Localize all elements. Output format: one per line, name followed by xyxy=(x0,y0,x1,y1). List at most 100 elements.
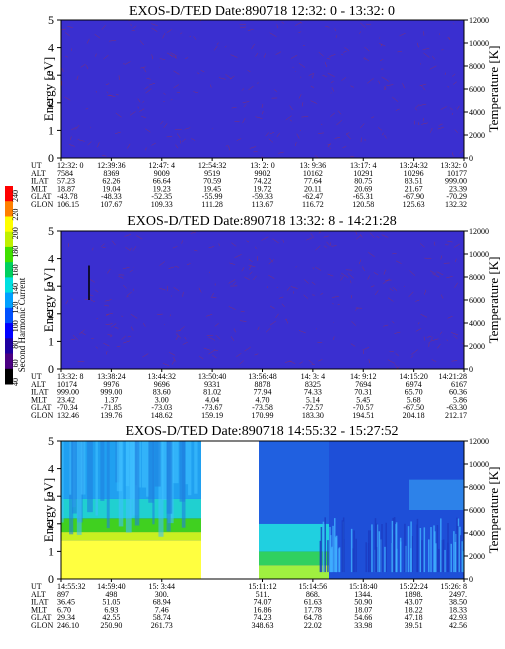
heatmap-streak xyxy=(188,441,192,496)
heatmap-noise xyxy=(105,314,109,316)
table-cell: 204.18 xyxy=(403,411,425,420)
heatmap-noise xyxy=(330,242,332,247)
heatmap-streak xyxy=(95,441,98,516)
heatmap-noise xyxy=(345,132,350,135)
colorbar-swatch xyxy=(5,338,13,354)
heatmap-noise xyxy=(329,54,336,57)
heatmap-noise xyxy=(171,359,175,365)
heatmap-noise xyxy=(170,55,177,58)
heatmap-noise xyxy=(275,51,282,55)
heatmap-noise xyxy=(299,361,303,365)
heatmap-streak xyxy=(332,525,334,573)
heatmap-noise xyxy=(124,233,132,237)
heatmap-noise xyxy=(103,54,109,60)
y2-tick-label: 6000 xyxy=(469,506,485,515)
table-row-label: GLAT xyxy=(31,613,52,622)
heatmap-streak xyxy=(330,548,333,573)
table-cell: 5.86 xyxy=(453,395,467,404)
heatmap-noise xyxy=(381,234,389,238)
table-cell: 70.31 xyxy=(354,388,372,397)
table-cell: -55.99 xyxy=(202,192,223,201)
heatmap-noise xyxy=(367,275,371,280)
heatmap-noise xyxy=(249,271,253,275)
colorbar-swatch xyxy=(5,368,13,385)
heatmap-noise xyxy=(84,298,92,301)
heatmap-noise xyxy=(327,145,330,148)
table-cell: 13:32: 0 xyxy=(441,161,467,170)
heatmap-noise xyxy=(210,84,212,88)
heatmap-noise xyxy=(109,39,117,42)
heatmap-streak xyxy=(106,441,110,529)
table-cell: 60.36 xyxy=(449,388,467,397)
table-cell: 39.51 xyxy=(405,621,423,630)
heatmap-noise xyxy=(105,313,113,315)
heatmap-noise xyxy=(132,246,137,251)
heatmap-noise xyxy=(290,286,298,289)
heatmap-noise xyxy=(80,63,86,68)
heatmap-noise xyxy=(106,91,109,94)
heatmap-noise xyxy=(440,106,447,110)
table-cell: 14:21:28 xyxy=(439,372,467,381)
heatmap-noise xyxy=(369,232,375,238)
table-cell: 1344. xyxy=(354,590,372,599)
colorbar-swatch xyxy=(5,292,13,309)
table-cell: 159.19 xyxy=(201,411,223,420)
colorbar-tick-label: 220 xyxy=(11,209,20,221)
table-cell: 18.33 xyxy=(449,605,467,614)
heatmap-noise xyxy=(382,132,384,136)
heatmap-noise xyxy=(130,247,132,251)
table-cell: 42.93 xyxy=(449,613,467,622)
heatmap-streak xyxy=(462,551,464,573)
table-cell: 19.45 xyxy=(203,184,221,193)
table-cell: 20.69 xyxy=(354,184,372,193)
heatmap-noise xyxy=(145,147,147,151)
heatmap-noise xyxy=(186,263,191,266)
heatmap-streak xyxy=(433,525,435,573)
heatmap-noise xyxy=(169,352,176,356)
heatmap-noise xyxy=(97,142,100,148)
table-cell: 12:32: 0 xyxy=(57,161,83,170)
colorbar-tick-label: 200 xyxy=(11,227,20,239)
table-cell: 80.75 xyxy=(354,177,372,186)
heatmap-noise xyxy=(446,339,448,341)
heatmap-noise xyxy=(127,336,131,338)
panel-1-title: EXOS-D/TED Date:890718 12:32: 0 - 13:32:… xyxy=(129,4,395,19)
y-tick-label: 0 xyxy=(48,362,54,376)
table-cell: 61.63 xyxy=(304,598,322,607)
heatmap-noise xyxy=(364,46,370,52)
table-cell: 7.46 xyxy=(155,605,169,614)
heatmap-streak xyxy=(442,539,445,573)
table-cell: 132.46 xyxy=(57,411,79,420)
heatmap-noise xyxy=(251,43,255,50)
heatmap-noise xyxy=(310,100,318,104)
heatmap-noise xyxy=(67,243,69,247)
heatmap-noise xyxy=(214,323,219,327)
y2-tick-label: 8000 xyxy=(469,273,485,282)
table-cell: 15:14:56 xyxy=(299,582,327,591)
colorbar-swatch xyxy=(5,246,13,263)
heatmap-noise xyxy=(116,345,121,348)
heatmap-noise xyxy=(125,246,131,251)
heatmap-noise xyxy=(347,273,354,279)
heatmap-streak xyxy=(374,518,377,573)
table-cell: 10291 xyxy=(353,169,373,178)
heatmap-noise xyxy=(419,103,427,106)
heatmap-noise xyxy=(392,287,398,291)
heatmap-noise xyxy=(71,298,74,301)
table-cell: 57.23 xyxy=(57,177,75,186)
heatmap-noise xyxy=(312,74,314,79)
table-cell: 7584 xyxy=(57,169,73,178)
heatmap-noise xyxy=(123,284,127,289)
heatmap-noise xyxy=(118,276,124,279)
heatmap-streak xyxy=(148,441,154,503)
table-cell: 77.94 xyxy=(254,388,272,397)
heatmap-noise xyxy=(129,269,133,273)
y-tick-label: 5 xyxy=(48,434,54,448)
heatmap-noise xyxy=(193,249,198,252)
heatmap-streak xyxy=(185,441,189,485)
heatmap-noise xyxy=(447,36,451,41)
heatmap-band xyxy=(259,441,329,524)
heatmap-noise xyxy=(432,338,439,341)
heatmap-noise xyxy=(170,52,177,57)
table-cell: 6974 xyxy=(406,380,422,389)
